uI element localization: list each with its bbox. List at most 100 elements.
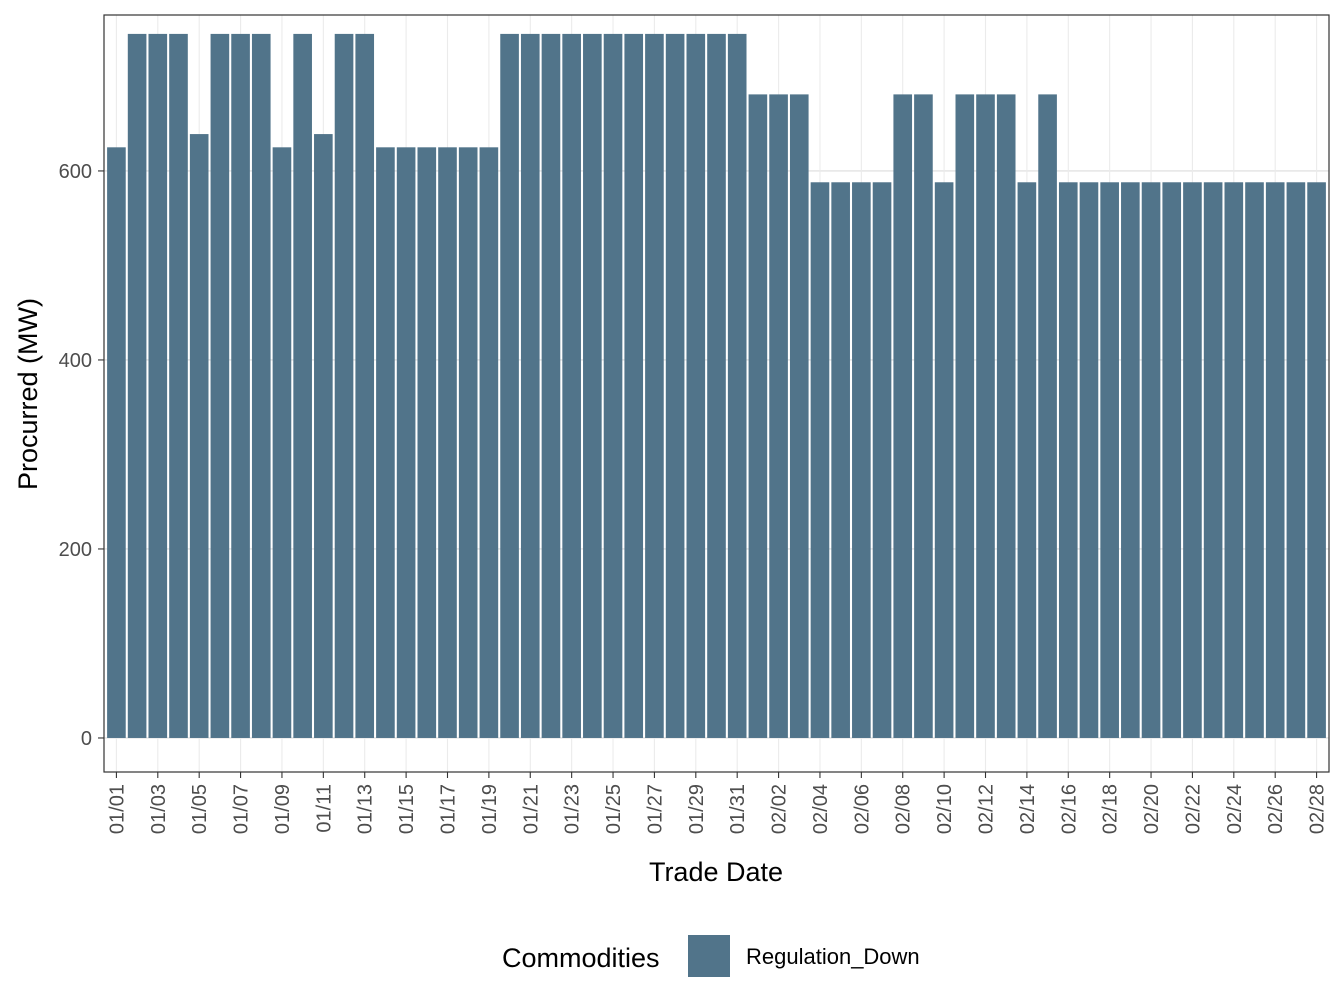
bar-01-06	[210, 33, 230, 738]
legend-key-regulation-down	[688, 935, 730, 977]
bar-01-30	[707, 33, 726, 738]
x-tick-label: 01/01	[106, 784, 128, 834]
bar-02-10	[934, 182, 954, 738]
bar-01-20	[500, 33, 519, 738]
x-tick-label: 02/18	[1100, 784, 1122, 834]
x-tick-label: 01/13	[355, 784, 377, 834]
y-axis-title: Procurred (MW)	[13, 298, 43, 490]
x-tick-label: 01/27	[644, 784, 666, 834]
bars	[107, 33, 1326, 738]
bar-01-25	[603, 33, 623, 738]
x-tick-label: 01/31	[727, 784, 749, 834]
bar-02-28	[1307, 182, 1326, 738]
bar-02-07	[872, 182, 892, 738]
x-tick-label: 02/20	[1141, 784, 1163, 834]
bar-02-01	[748, 94, 768, 738]
bar-02-16	[1058, 182, 1078, 738]
x-tick-label: 02/12	[976, 784, 998, 834]
x-tick-label: 02/14	[1017, 784, 1039, 834]
x-axis-title: Trade Date	[649, 857, 783, 887]
bar-02-23	[1203, 182, 1223, 738]
bar-02-25	[1245, 182, 1264, 738]
legend: Commodities Regulation_Down	[502, 935, 920, 977]
x-tick-label: 01/03	[148, 784, 170, 834]
bar-02-14	[1017, 182, 1037, 738]
bar-02-21	[1162, 182, 1182, 738]
bar-02-04	[810, 182, 830, 738]
legend-label-regulation-down: Regulation_Down	[746, 944, 920, 969]
bar-01-21	[520, 33, 540, 738]
x-tick-label: 01/15	[396, 784, 418, 834]
bar-02-15	[1038, 94, 1057, 738]
x-tick-label: 01/11	[313, 784, 335, 833]
bar-01-08	[251, 33, 271, 738]
y-axis: 0 200 400 600	[59, 161, 104, 750]
bar-02-19	[1121, 182, 1140, 738]
bar-02-27	[1286, 182, 1306, 738]
bar-01-29	[686, 33, 706, 738]
x-tick-label: 02/16	[1058, 784, 1080, 834]
bar-01-07	[231, 33, 250, 738]
bar-01-02	[127, 33, 147, 738]
bar-01-10	[293, 33, 312, 738]
bar-01-24	[583, 33, 602, 738]
x-axis: 01/01 01/03 01/05 01/07 01/09 01/11 01/13 01/15…	[106, 772, 1329, 834]
bar-01-26	[624, 33, 644, 738]
x-tick-label: 02/08	[893, 784, 915, 834]
bar-02-03	[789, 94, 809, 738]
x-tick-label: 01/29	[686, 784, 708, 834]
bar-02-12	[976, 94, 995, 738]
legend-title: Commodities	[502, 943, 660, 973]
y-tick-label: 0	[81, 728, 92, 750]
bar-01-16	[417, 147, 437, 738]
x-tick-label: 02/06	[851, 784, 873, 834]
bar-01-28	[665, 33, 685, 738]
bar-02-05	[831, 182, 850, 738]
bar-01-12	[334, 33, 354, 738]
bar-02-24	[1224, 182, 1244, 738]
x-tick-label: 02/24	[1224, 784, 1246, 834]
x-tick-label: 02/22	[1182, 784, 1204, 834]
x-tick-label: 02/10	[934, 784, 956, 834]
x-tick-label: 01/25	[603, 784, 625, 834]
x-tick-label: 01/19	[479, 784, 501, 834]
bar-01-18	[458, 147, 478, 738]
bar-01-31	[727, 33, 747, 738]
bar-01-17	[438, 147, 457, 738]
x-tick-label: 02/26	[1265, 784, 1287, 834]
bar-01-14	[376, 147, 395, 738]
bar-01-23	[562, 33, 581, 738]
bar-01-09	[272, 147, 292, 738]
bar-02-02	[769, 94, 788, 738]
bar-02-18	[1100, 182, 1119, 738]
plot-panel-border	[103, 14, 1330, 773]
bar-01-05	[189, 134, 209, 738]
bar-01-11	[314, 134, 333, 738]
bar-02-09	[914, 94, 933, 738]
x-tick-label: 02/04	[810, 784, 832, 834]
bar-02-08	[893, 94, 913, 738]
bar-01-03	[148, 33, 168, 738]
x-tick-label: 01/23	[562, 784, 584, 834]
bar-01-01	[107, 147, 126, 738]
bar-01-15	[396, 147, 416, 738]
bar-01-19	[479, 147, 499, 738]
bar-01-13	[355, 33, 375, 738]
bar-02-26	[1265, 182, 1285, 738]
y-tick-label: 400	[59, 350, 92, 372]
bar-01-27	[645, 33, 664, 738]
x-tick-label: 02/02	[769, 784, 791, 834]
x-tick-label: 01/07	[231, 784, 253, 834]
bar-01-04	[169, 33, 188, 738]
x-tick-label: 02/28	[1307, 784, 1329, 834]
x-tick-label: 01/09	[272, 784, 294, 834]
x-tick-label: 01/17	[437, 784, 459, 834]
bar-01-22	[541, 33, 561, 738]
x-tick-label: 01/05	[189, 784, 211, 834]
bar-02-11	[955, 94, 975, 738]
bar-02-13	[996, 94, 1016, 738]
bar-02-22	[1183, 182, 1202, 738]
bar-02-20	[1141, 182, 1161, 738]
bar-02-17	[1079, 182, 1099, 738]
